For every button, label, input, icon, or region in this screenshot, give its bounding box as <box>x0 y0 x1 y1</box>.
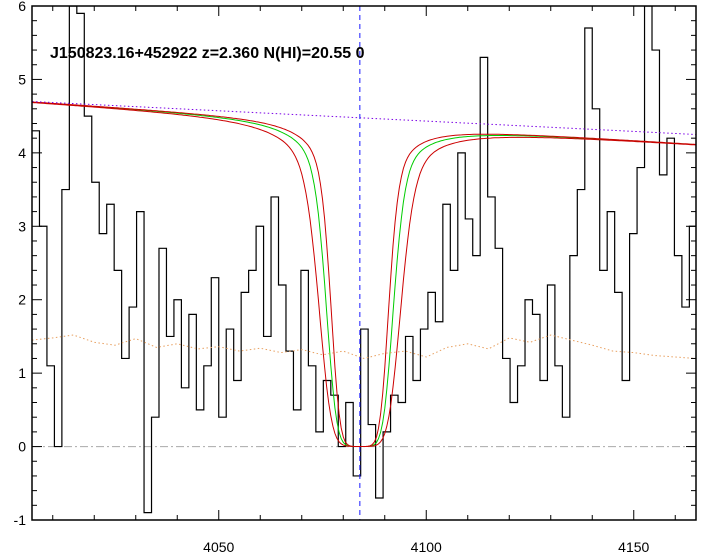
y-tick-label: -1 <box>14 512 27 528</box>
series-model_lower <box>32 102 696 447</box>
x-tick-label: 4050 <box>203 539 234 555</box>
series-model <box>32 101 696 447</box>
y-tick-label: 0 <box>18 439 26 455</box>
y-tick-label: 3 <box>18 218 26 234</box>
chart-title: J150823.16+452922 z=2.360 N(HI)=20.55 0 <box>50 45 365 62</box>
y-tick-label: 2 <box>18 292 26 308</box>
series-continuum <box>32 101 696 135</box>
y-tick-label: 1 <box>18 365 26 381</box>
x-tick-label: 4150 <box>618 539 649 555</box>
y-tick-label: 4 <box>18 145 26 161</box>
plot-area <box>32 6 696 520</box>
y-tick-label: 5 <box>18 71 26 87</box>
x-tick-label: 4100 <box>411 539 442 555</box>
series-flux <box>32 6 696 514</box>
plot-frame <box>31 5 697 521</box>
y-tick-label: 6 <box>18 0 26 14</box>
series-model_upper <box>32 101 696 447</box>
series-error <box>32 334 696 360</box>
